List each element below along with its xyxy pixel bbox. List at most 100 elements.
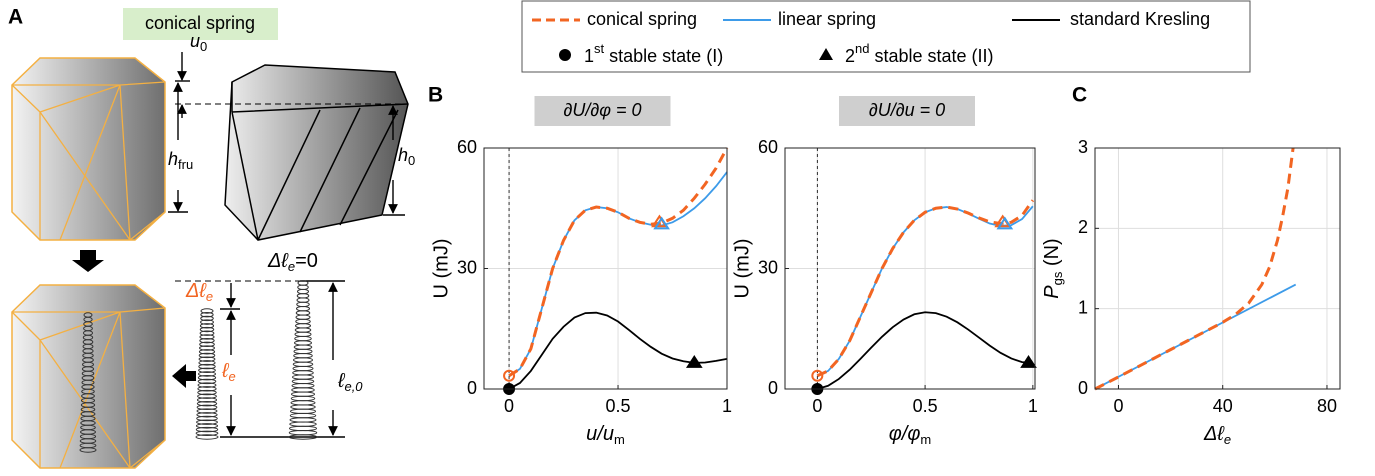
coil xyxy=(288,434,318,440)
coil xyxy=(297,288,309,295)
x-tick-label: 0 xyxy=(812,396,822,416)
coil xyxy=(295,323,311,329)
coil xyxy=(197,386,217,392)
coil xyxy=(291,382,315,389)
diagram: conical spring xyxy=(11,8,409,469)
ell-label: ℓe xyxy=(221,360,236,384)
coil xyxy=(198,363,216,370)
legend-box xyxy=(521,0,1251,73)
coil xyxy=(296,305,310,312)
axes-frame xyxy=(483,147,728,390)
coil xyxy=(293,357,313,363)
y-tick-label: 0 xyxy=(768,378,778,398)
delta-zero-label-sub: e xyxy=(288,259,295,274)
coil xyxy=(289,425,317,432)
coil xyxy=(292,374,314,380)
arrow-down xyxy=(72,250,104,272)
series-line xyxy=(817,311,1033,390)
state-marker xyxy=(503,369,516,382)
x-axis-label-sub: e xyxy=(1224,432,1231,447)
coil xyxy=(290,404,316,410)
delta-label: Δℓe xyxy=(185,280,213,304)
legend-label: 2nd stable state (II) xyxy=(845,41,994,65)
u0-label: u0 xyxy=(190,31,207,55)
coil xyxy=(292,370,314,376)
legend-label: standard Kresling xyxy=(1070,9,1210,29)
coil xyxy=(195,430,219,436)
coil xyxy=(294,335,312,342)
legend-text: stable state (II) xyxy=(874,46,993,66)
x-tick-label: 0.5 xyxy=(913,396,938,416)
h0-label-main: h xyxy=(398,145,408,165)
tag-label: conical spring xyxy=(145,13,255,33)
tag-box xyxy=(123,8,278,40)
coil xyxy=(197,382,217,388)
hfru-label-main: h xyxy=(168,149,178,169)
ell0-label-sub: e,0 xyxy=(344,379,363,394)
coil xyxy=(198,360,216,366)
y-axis-label-after: (N) xyxy=(1041,238,1063,271)
coil xyxy=(197,378,217,385)
chart-title: ∂U/∂φ = 0 xyxy=(563,100,641,120)
kresling xyxy=(224,64,409,241)
legend-label: conical spring xyxy=(587,9,697,29)
coil xyxy=(197,389,217,396)
x-axis-label-sub: m xyxy=(920,432,931,447)
x-tick-label: 0 xyxy=(504,396,514,416)
coil xyxy=(288,430,318,436)
arrow-left xyxy=(172,364,196,388)
x-tick-label: 1 xyxy=(1028,396,1038,416)
y-tick-label: 60 xyxy=(457,137,477,157)
coil xyxy=(297,284,309,290)
kresling-edges xyxy=(231,82,409,241)
coil xyxy=(291,391,315,397)
coil xyxy=(289,421,317,427)
legend-label: 1st stable state (I) xyxy=(584,41,723,65)
legend-marker xyxy=(819,48,833,60)
coil xyxy=(289,412,317,419)
y-tick-label: 0 xyxy=(1078,378,1088,398)
x-tick-label: 40 xyxy=(1213,396,1233,416)
delta-label-sub: e xyxy=(206,289,213,304)
frustum-spring-edges xyxy=(11,307,166,469)
y-tick-label: 30 xyxy=(758,257,778,277)
coil xyxy=(296,301,310,308)
coil xyxy=(198,352,216,359)
y-tick-label: 30 xyxy=(457,257,477,277)
coil xyxy=(294,340,312,346)
coil xyxy=(293,348,313,355)
frustum-edges xyxy=(11,81,166,241)
x-tick-label: 0.5 xyxy=(606,396,631,416)
y-tick-label: 1 xyxy=(1078,297,1088,317)
x-axis-label: Δℓe xyxy=(1203,423,1231,447)
state-marker xyxy=(685,355,703,368)
coil xyxy=(294,331,312,338)
y-axis-label: U (mJ) xyxy=(731,239,753,299)
ordinal: 2 xyxy=(845,46,855,66)
coil xyxy=(196,412,218,418)
coil xyxy=(198,349,216,355)
y-axis-label: Pgs (N) xyxy=(1041,238,1065,298)
delta-zero-label: Δℓe=0 xyxy=(267,250,318,274)
coil xyxy=(198,371,216,377)
x-axis-label-main: φ/φ xyxy=(889,423,921,445)
state-marker xyxy=(811,369,824,382)
chart-title: ∂U/∂u = 0 xyxy=(869,100,945,120)
coil xyxy=(290,395,316,402)
coil xyxy=(197,375,217,381)
ordinal-suffix: nd xyxy=(855,41,869,56)
x-axis-label-main: Δℓ xyxy=(1203,423,1225,445)
ordinal: 1 xyxy=(584,46,594,66)
coil xyxy=(195,423,219,429)
coil xyxy=(295,318,311,325)
coil xyxy=(196,408,218,414)
coil xyxy=(289,417,317,423)
coil xyxy=(196,400,218,407)
y-axis-label-main: P xyxy=(1041,285,1063,299)
coil xyxy=(196,415,218,422)
state-marker xyxy=(996,216,1014,230)
coil xyxy=(296,297,310,303)
coil xyxy=(200,319,214,325)
ell-label-main: ℓ xyxy=(221,360,230,382)
y-tick-label: 2 xyxy=(1078,217,1088,237)
